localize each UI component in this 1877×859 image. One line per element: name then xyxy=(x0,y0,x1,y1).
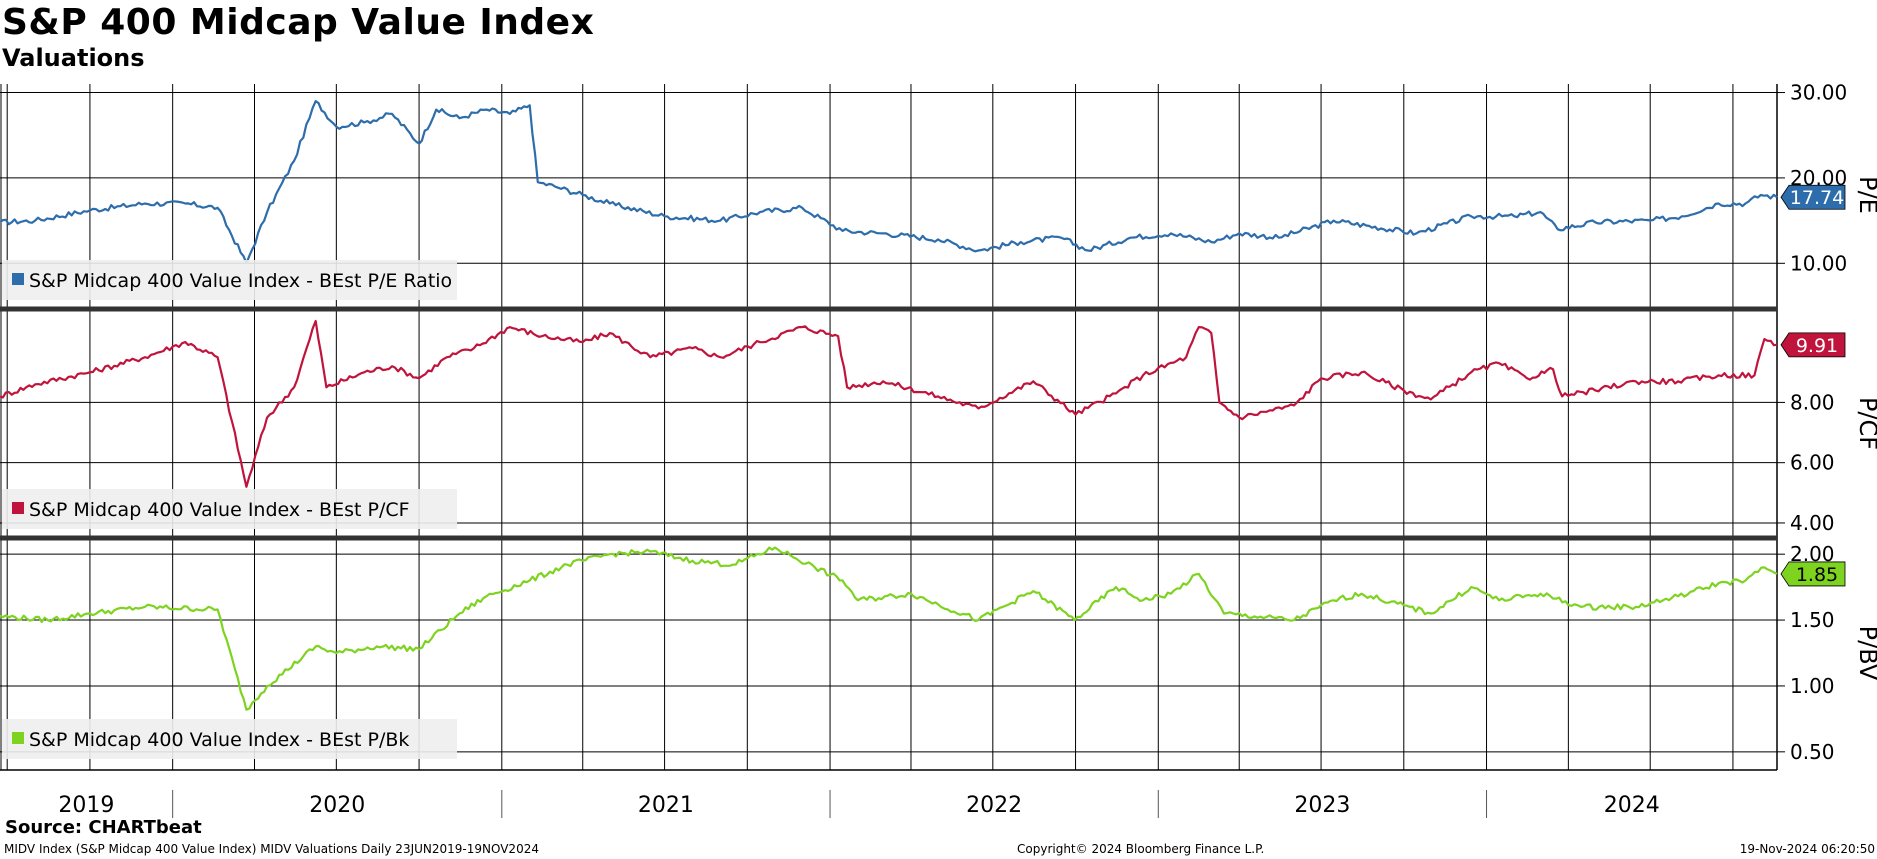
x-tick-label: 2019 xyxy=(58,793,114,818)
series-line xyxy=(0,546,1778,711)
y-tick-label: 0.50 xyxy=(1790,740,1835,764)
x-tick-label: 2022 xyxy=(966,793,1022,818)
last-value-badge-shape xyxy=(1780,561,1846,587)
footer-timestamp: 19-Nov-2024 06:20:50 xyxy=(1739,842,1875,856)
y-tick-label: 30.00 xyxy=(1790,81,1847,105)
legend-label: S&P Midcap 400 Value Index - BEst P/E Ra… xyxy=(29,270,452,292)
last-value-badge: 1.85 xyxy=(1780,561,1846,587)
legend-background xyxy=(2,260,457,300)
y-tick-label: 4.00 xyxy=(1790,511,1835,535)
legend-background xyxy=(2,719,457,759)
y-axis-title: P/CF xyxy=(1854,397,1877,450)
legend: S&P Midcap 400 Value Index - BEst P/CF xyxy=(2,489,457,529)
legend-swatch xyxy=(12,273,24,285)
y-tick-label: 8.00 xyxy=(1790,390,1835,414)
y-tick-label: 6.00 xyxy=(1790,451,1835,475)
vertical-gridlines xyxy=(6,84,1734,770)
page-subtitle: Valuations xyxy=(2,44,145,72)
y-tick-label: 10.00 xyxy=(1790,251,1847,275)
legend-label: S&P Midcap 400 Value Index - BEst P/CF xyxy=(29,499,410,521)
y-tick-label: 1.00 xyxy=(1790,674,1835,698)
last-value-label: 17.74 xyxy=(1790,187,1844,209)
footer-copyright: Copyright© 2024 Bloomberg Finance L.P. xyxy=(1017,842,1265,856)
legend-swatch xyxy=(12,732,24,744)
last-value-label: 1.85 xyxy=(1796,564,1838,586)
y-axis-title: P/E xyxy=(1854,176,1877,214)
legend: S&P Midcap 400 Value Index - BEst P/E Ra… xyxy=(2,260,457,300)
x-axis: 2019 2020 2021 2022 2023 2024 xyxy=(58,790,1660,818)
legend-background xyxy=(2,489,457,529)
last-value-badge-shape xyxy=(1780,332,1846,358)
last-value-label: 9.91 xyxy=(1796,335,1838,357)
legend: S&P Midcap 400 Value Index - BEst P/Bk xyxy=(2,719,457,759)
x-tick-label: 2024 xyxy=(1604,793,1660,818)
x-tick-label: 2020 xyxy=(309,793,365,818)
series-line xyxy=(0,100,1778,265)
last-value-badge-shape xyxy=(1780,184,1846,210)
page-title: S&P 400 Midcap Value Index xyxy=(2,2,595,43)
footer-description: MIDV Index (S&P Midcap 400 Value Index) … xyxy=(4,842,539,856)
y-tick-label: 1.50 xyxy=(1790,608,1835,632)
last-value-badge: 17.74 xyxy=(1780,184,1846,210)
panel-pbv: 0.501.001.502.00P/BV1.85S&P Midcap 400 V… xyxy=(0,542,1877,764)
legend-label: S&P Midcap 400 Value Index - BEst P/Bk xyxy=(29,729,409,751)
y-axis-title: P/BV xyxy=(1854,626,1877,681)
legend-swatch xyxy=(12,502,24,514)
x-tick-label: 2021 xyxy=(638,793,694,818)
last-value-badge: 9.91 xyxy=(1780,332,1846,358)
x-tick-label: 2023 xyxy=(1294,793,1350,818)
series-line xyxy=(0,319,1778,488)
panel-pcf: 4.00 6.00 8.00 P/CF 9.91 S&P Midcap 400 Value… xyxy=(0,319,1877,535)
source-label: Source: CHARTbeat xyxy=(5,817,202,838)
